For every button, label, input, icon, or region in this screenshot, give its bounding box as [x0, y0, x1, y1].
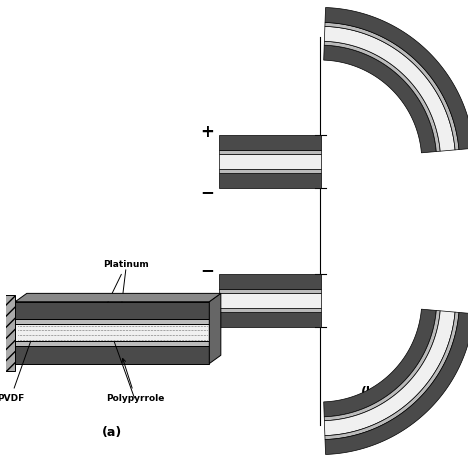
- Polygon shape: [325, 312, 459, 439]
- Bar: [15, 341, 210, 346]
- Bar: [219, 312, 320, 327]
- Text: −: −: [200, 261, 214, 280]
- Text: PVDF: PVDF: [0, 336, 33, 402]
- Text: −: −: [200, 182, 214, 201]
- Bar: [219, 173, 320, 188]
- Bar: [219, 308, 320, 312]
- Bar: [219, 154, 320, 169]
- Bar: [15, 324, 210, 341]
- Bar: [219, 274, 320, 289]
- Polygon shape: [325, 23, 459, 150]
- Polygon shape: [325, 7, 474, 150]
- Polygon shape: [210, 293, 221, 364]
- Bar: [219, 293, 320, 308]
- Polygon shape: [15, 293, 221, 302]
- Bar: [15, 346, 210, 364]
- Polygon shape: [324, 309, 436, 417]
- Polygon shape: [324, 41, 440, 152]
- Bar: [0, 295, 15, 371]
- Bar: [219, 150, 320, 154]
- Bar: [15, 302, 210, 319]
- Polygon shape: [324, 45, 436, 153]
- Text: +: +: [200, 123, 214, 141]
- Text: (a): (a): [102, 426, 122, 439]
- Text: Platinum: Platinum: [100, 260, 149, 318]
- Bar: [219, 169, 320, 173]
- Text: Polypyrrole: Polypyrrole: [106, 359, 164, 402]
- Bar: [219, 289, 320, 293]
- Text: (b): (b): [361, 386, 381, 399]
- Polygon shape: [324, 310, 440, 421]
- Polygon shape: [324, 311, 455, 436]
- Bar: [219, 135, 320, 150]
- Bar: [15, 319, 210, 324]
- Polygon shape: [324, 26, 455, 151]
- Polygon shape: [325, 312, 474, 455]
- Text: +: +: [200, 321, 214, 339]
